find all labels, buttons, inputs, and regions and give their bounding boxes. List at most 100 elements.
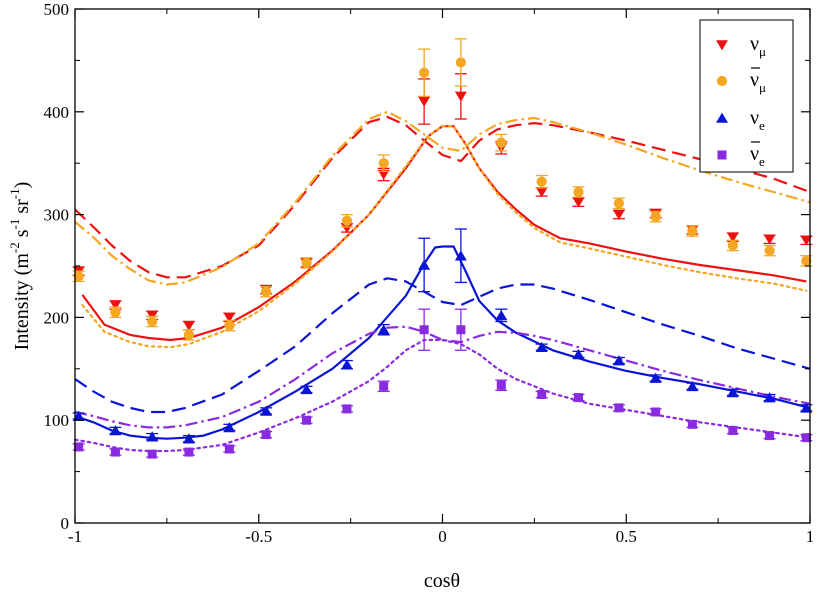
numubar-model-curve-dot xyxy=(81,125,808,349)
nuebar-data-point xyxy=(224,444,234,454)
numubar-data-point xyxy=(455,57,466,68)
numu-data-point xyxy=(182,320,195,332)
numu-data-point xyxy=(340,223,353,234)
nue-data-point xyxy=(649,372,662,383)
x-tick-label: -1 xyxy=(68,527,82,546)
legend-marker-nuebar xyxy=(717,150,727,160)
numu-data-point xyxy=(146,310,159,321)
nue-data-point xyxy=(572,349,585,360)
y-tick-label: 300 xyxy=(44,206,70,225)
legend-marker-nue xyxy=(716,112,728,123)
numu-data-point xyxy=(535,187,548,198)
nuebar-data-point xyxy=(302,415,312,425)
nuebar-data-point xyxy=(496,380,506,390)
nue-data-point xyxy=(146,431,159,442)
nuebar-data-point xyxy=(184,447,194,457)
numu-data-point xyxy=(454,91,467,102)
numubar-data-point xyxy=(573,186,584,198)
nuebar-data-point xyxy=(687,419,697,429)
nuebar-data-point xyxy=(379,381,389,391)
x-tick-label: -0.5 xyxy=(245,527,272,546)
nuebar-data-point xyxy=(110,447,120,457)
nuebar-data-point xyxy=(651,407,661,417)
nuebar-data-point xyxy=(74,442,84,452)
numubar-data-point xyxy=(650,211,661,222)
numu-data-point xyxy=(726,232,739,243)
legend-label-nuebar: νe xyxy=(750,141,765,169)
nue-data-point xyxy=(340,359,353,370)
numubar-data-point xyxy=(147,316,158,327)
legend-markers xyxy=(716,40,728,160)
legend-label-nue: νe xyxy=(750,107,765,133)
x-tick-label: 0.5 xyxy=(616,527,637,546)
numubar-data-point xyxy=(727,240,738,251)
y-tick-label: 400 xyxy=(44,103,70,122)
nuebar-data-point xyxy=(456,325,466,335)
y-tick-label: 100 xyxy=(44,411,70,430)
nue-data-point xyxy=(72,410,85,421)
numu-data-point xyxy=(572,197,585,208)
numubar-data-point xyxy=(183,329,195,340)
y-tick-label: 200 xyxy=(44,308,70,327)
nuebar-data-point xyxy=(573,393,583,403)
y-axis-title: Intensity (m-2 s-1 sr-1) xyxy=(7,182,33,351)
nue-data-point xyxy=(260,405,273,416)
numu-data-point xyxy=(109,300,122,311)
nuebar-data-point xyxy=(419,325,429,335)
nuebar-data-point xyxy=(801,433,811,443)
nue-data-point xyxy=(726,387,739,398)
nuebar-data-point xyxy=(261,430,271,440)
numu-data-point xyxy=(418,96,431,107)
numubar-data-point xyxy=(301,257,312,269)
nue-data-point xyxy=(182,433,195,444)
numubar-data-point xyxy=(536,176,547,187)
x-tick-label: 0 xyxy=(438,527,447,546)
numubar-data-point xyxy=(378,158,389,169)
nuebar-data-point xyxy=(614,403,624,413)
nuebar-data-point xyxy=(147,449,157,459)
nue-data-point xyxy=(800,402,813,413)
numubar-data-point xyxy=(687,225,698,237)
numu-data-point xyxy=(377,169,390,180)
nue-data-point xyxy=(377,324,390,335)
nue-data-point xyxy=(418,259,431,270)
x-axis-title: cosθ xyxy=(424,570,460,592)
svg-text:νe: νe xyxy=(750,143,765,169)
nue-data-point xyxy=(300,383,313,395)
numu-data-point xyxy=(223,312,236,323)
legend-marker-numubar xyxy=(716,75,728,87)
legend-marker-numu xyxy=(716,40,728,51)
nue-data-point xyxy=(763,392,776,403)
nue-data-point xyxy=(612,355,625,366)
numubar-data-point xyxy=(73,271,84,282)
y-tick-label: 0 xyxy=(61,514,70,533)
numu-data-point xyxy=(612,209,625,220)
numubar-data-point xyxy=(110,307,121,318)
legend-box xyxy=(699,19,794,173)
numubar-data-point xyxy=(801,255,812,266)
numubar-data-point xyxy=(419,67,430,78)
numubar-data-point xyxy=(341,215,353,226)
nue-data-point xyxy=(535,341,548,353)
nuebar-data-point xyxy=(537,390,547,399)
x-tick-label: 1 xyxy=(806,527,815,546)
numubar-data-point xyxy=(613,198,625,209)
axes-layer: -1 -0.5 0 0.5 1 0 100 200 300 400 500 xyxy=(44,0,815,546)
numubar-data-point xyxy=(261,286,272,297)
nue-data-point xyxy=(686,380,699,392)
numu-data-point xyxy=(763,234,776,245)
legend: νμ νμ νe νe xyxy=(699,19,794,173)
numubar-data-point xyxy=(764,245,775,256)
numubar-model-curve-dashdot xyxy=(74,110,811,286)
nuebar-data-point xyxy=(342,404,352,414)
y-tick-label: 500 xyxy=(44,0,70,19)
numu-data-point xyxy=(800,235,813,246)
numubar-data-point xyxy=(496,137,507,148)
legend-label-numu: νμ xyxy=(750,33,766,59)
nuebar-data-point xyxy=(728,425,738,435)
nue-data-point xyxy=(109,425,122,436)
numubar-data-point xyxy=(224,320,235,331)
nue-data-point xyxy=(223,421,236,433)
legend-label-numubar: νμ xyxy=(750,67,766,95)
